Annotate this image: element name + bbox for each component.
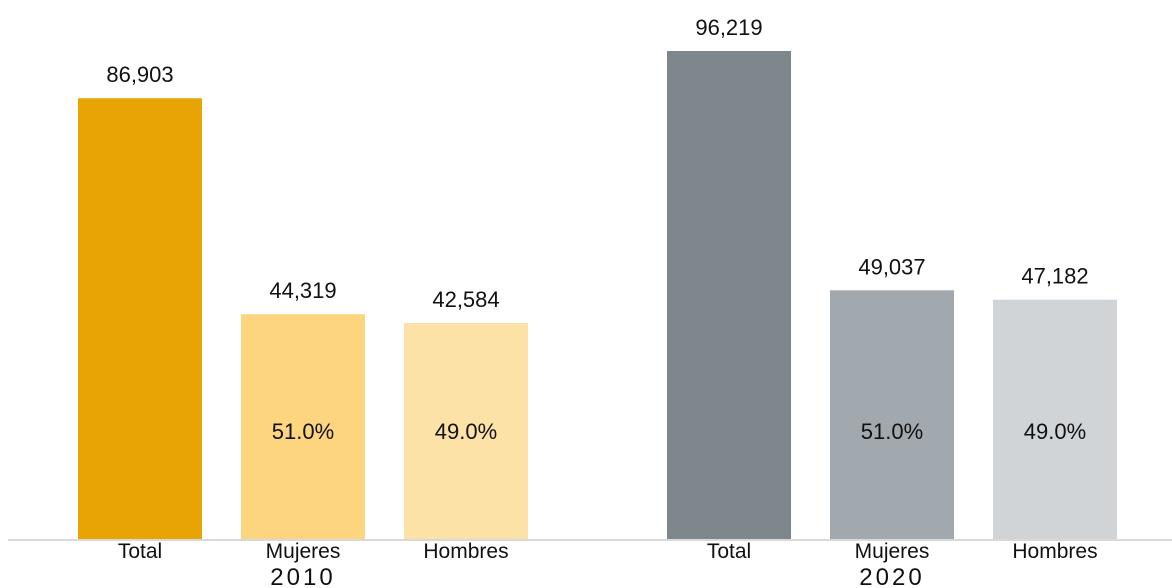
labels-layer: 86,903 Total 44,319 51.0% Mujeres 42,584 49.0%… — [106, 15, 1097, 588]
bars-layer — [78, 51, 1117, 540]
bar-2010-mujeres — [241, 314, 365, 539]
bar-2020-mujeres — [830, 290, 954, 539]
bar-2020-hombres — [993, 299, 1117, 539]
value-label-2010-total: 86,903 — [106, 62, 173, 87]
year-label-2020: 2020 — [859, 564, 924, 588]
value-label-2010-mujeres: 44,319 — [269, 278, 336, 303]
category-label-2020-hombres: Hombres — [1012, 540, 1097, 563]
year-label-2010: 2010 — [270, 564, 335, 588]
bar-2010-total — [78, 98, 202, 540]
category-label-2010-hombres: Hombres — [423, 540, 508, 563]
share-label-2020-hombres: 49.0% — [1024, 419, 1086, 444]
share-label-2010-hombres: 49.0% — [435, 419, 497, 444]
share-label-2020-mujeres: 51.0% — [861, 419, 923, 444]
value-label-2020-mujeres: 49,037 — [858, 254, 925, 279]
category-label-2020-mujeres: Mujeres — [855, 540, 930, 563]
category-label-2020-total: Total — [707, 540, 751, 563]
value-label-2020-hombres: 47,182 — [1021, 264, 1088, 289]
bar-2010-hombres — [404, 323, 528, 539]
bar-2020-total — [667, 51, 791, 539]
value-label-2010-hombres: 42,584 — [432, 287, 499, 312]
category-label-2010-mujeres: Mujeres — [266, 540, 341, 563]
share-label-2010-mujeres: 51.0% — [272, 419, 334, 444]
category-label-2010-total: Total — [118, 540, 162, 563]
value-label-2020-total: 96,219 — [695, 15, 762, 40]
